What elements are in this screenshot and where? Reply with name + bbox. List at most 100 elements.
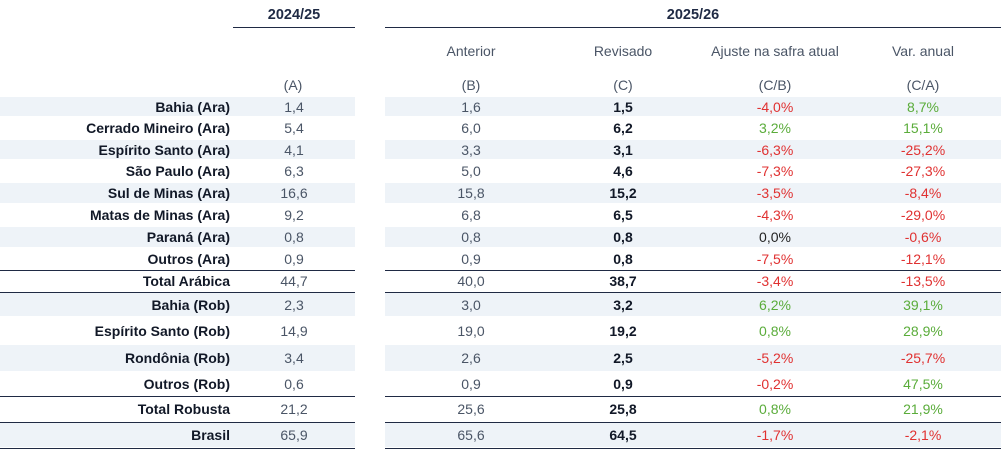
- code-cb: (C/B): [758, 77, 792, 93]
- cell-c-over-b: 0,8%: [759, 401, 791, 417]
- cell-c-over-a: -29,0%: [900, 207, 946, 223]
- row-label: Outros (Ara): [147, 251, 230, 267]
- cell-c-over-a: -8,4%: [904, 185, 942, 201]
- row-divider: [0, 396, 355, 397]
- cell-b: 3,3: [461, 141, 481, 158]
- table-row: Sul de Minas (Ara) 16,6 15,8 15,2 -3,5% -8,4%: [0, 182, 1001, 204]
- row-label: Bahia (Rob): [151, 296, 230, 313]
- cell-c-over-a: 39,1%: [903, 296, 943, 313]
- cell-c-over-a: -27,3%: [900, 163, 946, 179]
- col-anterior-header: Anterior: [446, 43, 496, 59]
- cell-c-over-a: -13,5%: [900, 273, 946, 289]
- row-shade: [0, 423, 355, 447]
- cell-a: 9,2: [284, 207, 304, 223]
- cell-b: 2,6: [461, 350, 481, 366]
- cell-c-over-b: -6,3%: [756, 141, 794, 158]
- row-label: Matas de Minas (Ara): [89, 207, 230, 223]
- cell-c-over-a: -12,1%: [900, 251, 946, 267]
- cell-c-over-b: -4,3%: [756, 207, 794, 223]
- row-shade: [385, 345, 1001, 371]
- cell-b: 3,0: [461, 296, 481, 313]
- cell-c: 1,5: [613, 98, 633, 115]
- cell-b: 0,9: [461, 376, 481, 392]
- cell-c-over-b: -5,2%: [756, 350, 794, 366]
- cell-b: 25,6: [457, 401, 485, 417]
- table-row: Brasil 65,9 65,6 64,5 -1,7% -2,1%: [0, 422, 1001, 448]
- row-divider: [385, 270, 1001, 271]
- cell-c-over-b: 3,2%: [759, 120, 791, 136]
- cell-c: 38,7: [609, 273, 637, 289]
- cell-c: 6,2: [613, 120, 633, 136]
- cell-c-over-b: -4,0%: [756, 98, 794, 115]
- cell-c-over-a: 47,5%: [903, 376, 943, 392]
- cell-b: 0,8: [461, 229, 481, 245]
- code-ca: (C/A): [906, 77, 940, 93]
- cell-c-over-b: 0,8%: [759, 322, 791, 339]
- row-shade: [385, 423, 1001, 447]
- cell-a: 2,3: [284, 296, 304, 313]
- row-shade: [0, 97, 355, 116]
- cell-c-over-a: 21,9%: [903, 401, 943, 417]
- table-row: Espírito Santo (Ara) 4,1 3,3 3,1 -6,3% -25,2%: [0, 139, 1001, 160]
- row-label: São Paulo (Ara): [125, 163, 230, 179]
- row-label: Total Robusta: [137, 401, 230, 417]
- cell-b: 6,8: [461, 207, 481, 223]
- cell-b: 1,6: [461, 98, 481, 115]
- cell-c-over-a: -25,2%: [900, 141, 946, 158]
- cell-c-over-b: 6,2%: [759, 296, 791, 313]
- row-shade: [385, 227, 1001, 247]
- row-divider: [0, 422, 355, 423]
- cell-c: 3,1: [613, 141, 633, 158]
- cell-a: 21,2: [280, 401, 308, 417]
- cell-c: 3,2: [613, 296, 633, 313]
- cell-a: 65,9: [280, 427, 308, 443]
- cell-a: 4,1: [284, 141, 304, 158]
- table-row: Bahia (Rob) 2,3 3,0 3,2 6,2% 39,1%: [0, 292, 1001, 317]
- cell-a: 3,4: [284, 350, 304, 366]
- cell-c-over-a: 8,7%: [907, 98, 939, 115]
- row-shade: [0, 345, 355, 371]
- row-shade: [385, 183, 1001, 203]
- cell-b: 19,0: [457, 322, 485, 339]
- table-row: Espírito Santo (Rob) 14,9 19,0 19,2 0,8% 28,9…: [0, 317, 1001, 344]
- row-shade: [385, 140, 1001, 159]
- table-row: Matas de Minas (Ara) 9,2 6,8 6,5 -4,3% -29,0%: [0, 204, 1001, 226]
- cell-c-over-b: -0,2%: [756, 376, 794, 392]
- table-row: Paraná (Ara) 0,8 0,8 0,8 0,0% -0,6%: [0, 226, 1001, 248]
- row-divider: [0, 270, 355, 271]
- col-ajuste-header: Ajuste na safra atual: [711, 43, 839, 59]
- row-label: Bahia (Ara): [155, 98, 230, 115]
- header-rule-prev: [233, 27, 355, 28]
- row-label: Brasil: [191, 427, 230, 443]
- row-label: Espírito Santo (Rob): [94, 322, 230, 339]
- cell-c-over-b: -1,7%: [756, 427, 794, 443]
- cell-a: 1,4: [284, 98, 304, 115]
- row-shade: [0, 227, 355, 247]
- cell-c-over-a: -2,1%: [904, 427, 942, 443]
- cell-a: 16,6: [280, 185, 308, 201]
- code-c: (C): [613, 77, 633, 93]
- cell-c-over-a: -0,6%: [904, 229, 942, 245]
- col-var-anual-header: Var. anual: [891, 43, 954, 59]
- row-shade: [385, 97, 1001, 116]
- cell-c: 4,6: [613, 163, 633, 179]
- col-revisado-header: Revisado: [593, 43, 653, 59]
- header-rule-curr: [385, 27, 1001, 28]
- cell-c-over-b: -3,5%: [756, 185, 794, 201]
- code-a: (A): [283, 77, 303, 93]
- table-row: Total Arábica 44,7 40,0 38,7 -3,4% -13,5%: [0, 270, 1001, 292]
- table-row: Total Robusta 21,2 25,6 25,8 0,8% 21,9%: [0, 396, 1001, 422]
- cell-c-over-a: 28,9%: [903, 322, 943, 339]
- cell-c: 19,2: [609, 322, 637, 339]
- row-shade: [385, 293, 1001, 316]
- cell-b: 15,8: [457, 185, 485, 201]
- table-row: Cerrado Mineiro (Ara) 5,4 6,0 6,2 3,2% 15,1%: [0, 117, 1001, 139]
- cell-a: 0,8: [284, 229, 304, 245]
- table-row: São Paulo (Ara) 6,3 5,0 4,6 -7,3% -27,3%: [0, 160, 1001, 182]
- row-shade: [0, 140, 355, 159]
- cell-c: 15,2: [609, 185, 637, 201]
- row-shade: [0, 183, 355, 203]
- cell-b: 6,0: [461, 120, 481, 136]
- row-divider: [385, 292, 1001, 293]
- row-label: Paraná (Ara): [146, 229, 230, 245]
